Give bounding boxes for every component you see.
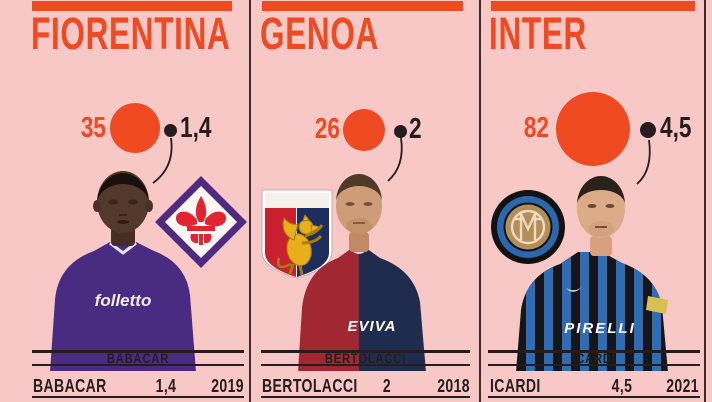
inter-bubble-value: 82 <box>523 112 549 144</box>
genoa-connector-line <box>387 137 403 182</box>
inter-connector-line <box>636 139 651 185</box>
player-photo-icardi: PIRELLI <box>516 176 668 371</box>
inter-plate-rule-bottom <box>488 363 700 366</box>
fiorentina-point-value: 1,4 <box>180 112 212 144</box>
fiorentina-row-value: 1,4 <box>155 376 177 396</box>
fiorentina-point-dot <box>164 124 177 137</box>
fiorentina-plate-name: BABACAR <box>106 350 170 366</box>
fiorentina-connector-line <box>152 137 173 184</box>
fiorentina-plate-rule-bottom <box>32 363 244 366</box>
inter-plate-rule-top <box>488 350 700 353</box>
genoa-title: GENOA <box>260 8 380 59</box>
column-separator-3 <box>703 0 706 402</box>
genoa-bubble <box>343 109 385 151</box>
inter-monogram-icon <box>510 209 546 245</box>
inter-row-value: 4,5 <box>611 376 633 396</box>
inter-bottom-rule <box>488 395 700 398</box>
genoa-row-name: BERTOLACCI <box>262 376 358 396</box>
inter-top-bar <box>491 1 695 11</box>
fiorentina-title: FIORENTINA <box>31 8 231 59</box>
inter-title: INTER <box>489 8 587 59</box>
fiorentina-plate-rule-top <box>32 350 244 353</box>
fiorentina-bubble <box>110 103 160 153</box>
genoa-row-year: 2018 <box>437 376 470 396</box>
connector-lines <box>152 137 651 185</box>
captain-armband <box>646 296 668 314</box>
inter-row-name: ICARDI <box>490 376 541 396</box>
genoa-plate-rule-bottom <box>261 363 470 366</box>
babacar-jersey-sponsor: folletto <box>95 291 152 310</box>
genoa-plate-name: BERTOLACCI <box>324 350 407 366</box>
fleur-de-lis-icon <box>175 196 227 245</box>
genoa-row-value: 2 <box>382 376 392 396</box>
column-separator-1 <box>249 0 251 402</box>
genoa-point-dot <box>394 125 407 138</box>
inter-plate-name: ICARDI <box>572 350 616 366</box>
genoa-point-value: 2 <box>409 113 422 145</box>
fiorentina-row-name: BABACAR <box>33 376 107 396</box>
fiorentina-row-year: 2019 <box>211 376 244 396</box>
griffin-icon <box>277 213 324 276</box>
inter-bubble <box>556 92 630 166</box>
player-photo-babacar: folletto <box>50 171 196 371</box>
inter-point-dot <box>640 122 656 138</box>
fiorentina-top-bar <box>32 1 232 11</box>
fiorentina-bottom-rule <box>32 395 244 398</box>
inter-crest <box>491 190 565 264</box>
genoa-bubble-value: 26 <box>314 113 340 145</box>
fiorentina-crest <box>155 176 247 268</box>
column-separator-2 <box>478 0 481 402</box>
genoa-crest <box>261 189 333 279</box>
genoa-top-bar <box>262 1 463 11</box>
swoosh-icon <box>566 287 582 292</box>
icardi-jersey-sponsor: PIRELLI <box>564 320 636 337</box>
player-photo-bertolacci: EVIVA <box>298 174 426 371</box>
inter-point-value: 4,5 <box>660 112 692 144</box>
inter-row-year: 2021 <box>666 376 699 396</box>
bertolacci-jersey-sponsor: EVIVA <box>348 318 397 335</box>
genoa-plate-rule-top <box>261 350 470 353</box>
fiorentina-bubble-value: 35 <box>80 112 106 144</box>
genoa-bottom-rule <box>261 395 470 398</box>
